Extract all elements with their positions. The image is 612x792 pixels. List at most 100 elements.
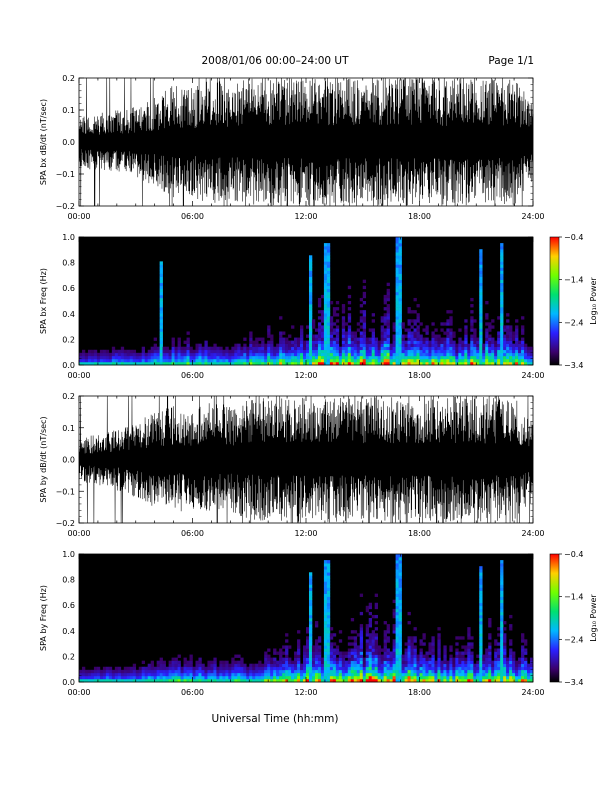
spectrogram-cell: [198, 361, 202, 366]
spectrogram-cell: [303, 660, 307, 665]
spectrogram-cell: [518, 358, 522, 363]
spectrogram-cell: [201, 666, 205, 671]
page-number: Page 1/1: [488, 55, 534, 67]
spectrogram-cell: [219, 663, 223, 668]
spectrogram-cell: [210, 355, 214, 360]
spectrogram-cell: [509, 334, 513, 338]
spectrogram-cell: [120, 358, 125, 363]
spectrogram-cell: [132, 675, 137, 680]
spectrogram-cell: [395, 563, 399, 567]
spectrogram-cell: [359, 624, 364, 628]
spectrogram-cell: [365, 642, 370, 646]
spectrogram-cell: [350, 337, 355, 341]
spectrogram-cell: [386, 654, 390, 658]
spectrogram-cell: [183, 340, 187, 344]
x-tick-label: 18:00: [408, 212, 431, 221]
spectrogram-cell: [338, 663, 343, 668]
spectrogram-cell: [341, 328, 346, 332]
spectrogram-cell: [419, 642, 423, 646]
spectrogram-cell: [282, 340, 286, 344]
spectrogram-cell: [183, 657, 187, 661]
spectrogram-cell: [419, 663, 423, 668]
spectrogram-cell: [297, 343, 301, 348]
spectrogram-cell: [407, 675, 411, 680]
spectrogram-cell: [350, 349, 355, 354]
spectrogram-cell: [479, 602, 483, 607]
spectrogram-cell: [303, 349, 307, 354]
spectrogram-cell: [500, 627, 504, 631]
spectrogram-cell: [455, 343, 459, 348]
spectrogram-cell: [530, 666, 534, 671]
spectrogram-cell: [431, 666, 435, 671]
spectrogram-cell: [485, 349, 489, 354]
spectrogram-cell: [147, 349, 151, 354]
spectrogram-cell: [210, 660, 214, 665]
spectrogram-cell: [479, 285, 483, 290]
spectrogram-cell: [129, 352, 134, 357]
spectrogram-cell: [398, 569, 402, 573]
spectrogram-cell: [267, 340, 271, 344]
spectrogram-cell: [476, 663, 480, 668]
spectrogram-cell: [395, 313, 399, 317]
spectrogram-cell: [294, 352, 298, 357]
spectrogram-cell: [183, 675, 187, 680]
spectrogram-cell: [285, 645, 289, 649]
spectrogram-cell: [473, 328, 477, 332]
spectrogram-cell: [473, 666, 477, 671]
spectrogram-cell: [359, 678, 364, 683]
spectrogram-cell: [270, 340, 274, 344]
spectrogram-cell: [117, 349, 122, 354]
spectrogram-cell: [524, 349, 528, 354]
spectrogram-cell: [314, 355, 319, 360]
spectrogram-cell: [186, 331, 190, 335]
spectrogram-cell: [476, 337, 480, 341]
spectrogram-cell: [395, 285, 399, 290]
spectrogram-cell: [464, 358, 468, 363]
spectrogram-cell: [392, 334, 396, 338]
spectrogram-cell: [404, 657, 408, 661]
spectrogram-cell: [362, 310, 367, 314]
spectrogram-cell: [258, 663, 262, 668]
spectrogram-cell: [437, 355, 441, 360]
spectrogram-cell: [207, 678, 211, 683]
spectrogram-cell: [407, 645, 411, 649]
spectrogram-cell: [311, 319, 316, 323]
spectrogram-cell: [323, 596, 328, 601]
spectrogram-cell: [398, 319, 402, 323]
spectrogram-cell: [395, 566, 399, 570]
spectrogram-cell: [159, 346, 163, 351]
spectrogram-cell: [395, 307, 399, 311]
spectrogram-cell: [308, 593, 313, 597]
spectrogram-cell: [401, 352, 405, 357]
spectrogram-cell: [386, 319, 390, 323]
spectrogram-cell: [488, 624, 492, 628]
spectrogram-cell: [431, 322, 435, 326]
spectrogram-cell: [267, 358, 271, 363]
spectrogram-cell: [392, 678, 396, 683]
spectrogram-cell: [374, 352, 378, 357]
spectrogram-cell: [159, 288, 163, 293]
spectrogram-cell: [512, 660, 516, 665]
spectrogram-cell: [246, 358, 250, 363]
spectrogram-cell: [359, 645, 364, 649]
spectrogram-cell: [425, 328, 429, 332]
spectrogram-cell: [297, 340, 301, 344]
spectrogram-cell: [443, 666, 447, 671]
spectrogram-cell: [273, 651, 277, 655]
spectrogram-cell: [416, 319, 420, 323]
spectrogram-cell: [401, 343, 405, 348]
spectrogram-cell: [440, 349, 444, 354]
spectrogram-cell: [96, 672, 101, 677]
spectrogram-cell: [392, 630, 396, 634]
spectrogram-cell: [452, 340, 456, 344]
spectrogram-cell: [323, 258, 328, 262]
spectrogram-cell: [467, 349, 471, 354]
spectrogram-cell: [174, 361, 178, 366]
spectrogram-cell: [479, 642, 483, 646]
spectrogram-cell: [344, 663, 349, 668]
spectrogram-cell: [524, 678, 528, 683]
spectrogram-cell: [398, 346, 402, 351]
spectrogram-cell: [515, 678, 519, 683]
spectrogram-cell: [120, 678, 125, 683]
spectrogram-cell: [320, 355, 325, 360]
